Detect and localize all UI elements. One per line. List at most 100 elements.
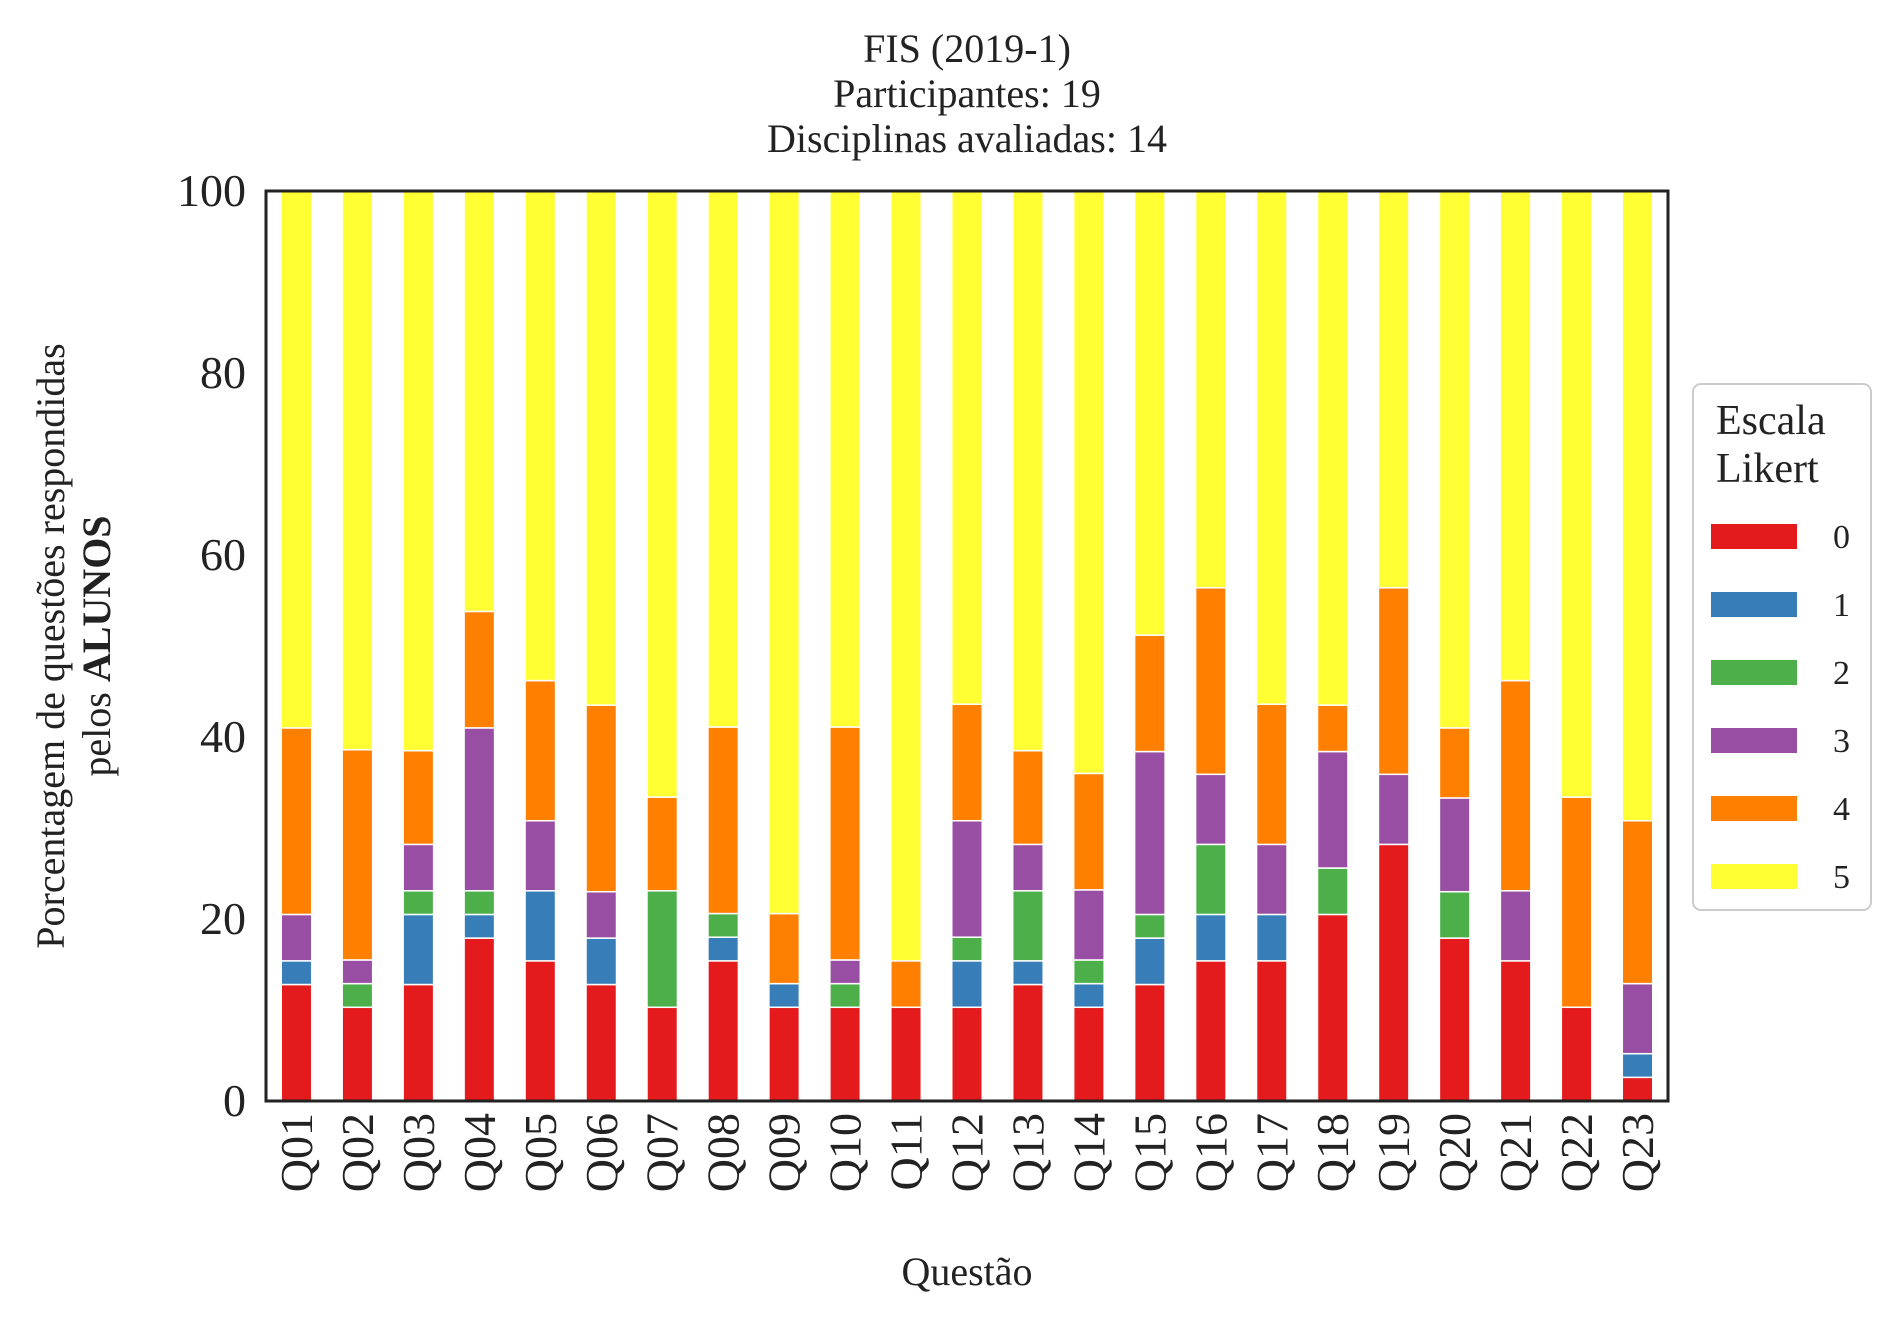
legend-label-2: 2 (1833, 655, 1850, 692)
legend-swatch-0 (1711, 524, 1797, 549)
bar-segment-Q12-scale-1 (951, 960, 983, 1009)
bar-segment-Q03-scale-5 (402, 190, 435, 752)
bar-segment-Q01-scale-3 (280, 913, 313, 962)
bar-segment-Q20-scale-5 (1438, 190, 1471, 729)
bar-segment-Q18-scale-5 (1316, 190, 1349, 706)
plot-frame (264, 189, 1670, 1103)
title-line: Participantes: 19 (833, 71, 1101, 116)
y-tick-label: 100 (177, 165, 246, 216)
y-axis-label-line2: pelos ALUNOS (74, 515, 119, 776)
bar-segment-Q05-scale-4 (524, 679, 557, 822)
x-tick-label: Q07 (637, 1113, 688, 1192)
x-tick-label: Q20 (1429, 1113, 1480, 1192)
y-axis-label-line1: Porcentagem de questões respondidas (28, 343, 73, 948)
bar-segment-Q08-scale-1 (707, 936, 740, 962)
bar-segment-Q21-scale-4 (1499, 679, 1532, 892)
bar-segment-Q16-scale-3 (1194, 773, 1227, 846)
x-tick-label: Q15 (1124, 1113, 1175, 1192)
legend-swatch-3 (1711, 728, 1797, 753)
bar-segment-Q20-scale-0 (1438, 937, 1471, 1102)
bar-segment-Q13-scale-1 (1011, 960, 1044, 986)
bar-segment-Q13-scale-4 (1011, 749, 1044, 846)
bars (280, 190, 1654, 1102)
bar-segment-Q12-scale-0 (951, 1006, 983, 1102)
x-tick-label: Q08 (698, 1113, 749, 1192)
bar-segment-Q14-scale-2 (1072, 959, 1105, 985)
bar-segment-Q05-scale-5 (524, 190, 557, 682)
bar-segment-Q10-scale-5 (829, 190, 862, 728)
bar-segment-Q17-scale-3 (1255, 843, 1288, 916)
bar-segment-Q07-scale-5 (646, 190, 679, 798)
bar-segment-Q10-scale-0 (829, 1006, 862, 1102)
bar-segment-Q16-scale-4 (1194, 587, 1227, 776)
bar-segment-Q21-scale-3 (1499, 890, 1532, 962)
bar-segment-Q21-scale-5 (1499, 190, 1532, 682)
bar-segment-Q18-scale-2 (1316, 867, 1349, 916)
x-tick-label: Q16 (1185, 1113, 1236, 1192)
legend-label-5: 5 (1833, 859, 1850, 896)
bar-segment-Q16-scale-1 (1194, 913, 1227, 962)
bar-segment-Q23-scale-3 (1621, 982, 1654, 1055)
bar-segment-Q15-scale-5 (1133, 190, 1166, 636)
x-tick-label: Q01 (271, 1113, 322, 1192)
bar-segment-Q04-scale-5 (463, 190, 496, 613)
bar-segment-Q07-scale-0 (646, 1006, 679, 1102)
x-tick-label: Q02 (332, 1113, 383, 1192)
bar-segment-Q19-scale-4 (1377, 587, 1410, 776)
bar-segment-Q13-scale-3 (1011, 843, 1044, 892)
legend-title-line: Likert (1716, 446, 1819, 492)
bar-segment-Q02-scale-2 (341, 982, 374, 1009)
bar-segment-Q08-scale-2 (707, 912, 740, 938)
y-tick-label: 0 (223, 1075, 246, 1126)
y-axis-label-bold: ALUNOS (74, 515, 119, 682)
x-tick-label: Q12 (942, 1113, 993, 1192)
bar-segment-Q03-scale-1 (402, 913, 435, 986)
bar-segment-Q02-scale-3 (341, 959, 374, 985)
bar-segment-Q10-scale-4 (829, 726, 862, 961)
bar-segment-Q02-scale-0 (341, 1006, 374, 1102)
bar-segment-Q01-scale-4 (280, 727, 313, 916)
bar-segment-Q11-scale-4 (890, 960, 923, 1009)
bar-segment-Q18-scale-3 (1316, 750, 1349, 869)
bar-segment-Q17-scale-5 (1255, 190, 1288, 705)
bar-segment-Q09-scale-4 (768, 912, 801, 985)
x-tick-label: Q19 (1368, 1113, 1419, 1192)
bar-segment-Q03-scale-0 (402, 983, 435, 1102)
bar-segment-Q15-scale-3 (1133, 750, 1166, 916)
bar-segment-Q04-scale-3 (463, 727, 496, 892)
bar-segment-Q13-scale-0 (1011, 983, 1044, 1102)
y-axis-label-prefix: pelos (74, 682, 119, 776)
legend-swatch-5 (1711, 864, 1797, 889)
bar-segment-Q06-scale-3 (585, 890, 618, 939)
bar-segment-Q12-scale-4 (951, 703, 983, 822)
bar-segment-Q15-scale-2 (1133, 913, 1166, 939)
bar-segment-Q20-scale-2 (1438, 890, 1471, 939)
bar-segment-Q19-scale-0 (1377, 843, 1410, 1102)
bar-segment-Q14-scale-0 (1072, 1006, 1105, 1102)
x-tick-label: Q14 (1063, 1113, 1114, 1192)
x-tick-label: Q10 (820, 1113, 871, 1192)
bar-segment-Q04-scale-2 (463, 890, 496, 916)
y-axis-ticks: 0 20 40 60 80 100 (177, 165, 246, 1126)
bar-segment-Q04-scale-4 (463, 610, 496, 729)
bar-segment-Q16-scale-2 (1194, 843, 1227, 916)
title-line: Disciplinas avaliadas: 14 (767, 116, 1167, 161)
legend-box (1692, 383, 1872, 911)
bar-segment-Q16-scale-0 (1194, 960, 1227, 1102)
x-tick-label: Q13 (1002, 1113, 1053, 1192)
legend-swatch-1 (1711, 592, 1797, 617)
x-axis-label: Questão (901, 1249, 1032, 1294)
bar-segment-Q09-scale-5 (768, 190, 801, 915)
y-tick-label: 40 (200, 711, 246, 762)
legend-swatch-4 (1711, 796, 1797, 821)
bar-segment-Q08-scale-0 (707, 960, 740, 1102)
bar-segment-Q19-scale-3 (1377, 773, 1410, 846)
legend-label-4: 4 (1833, 791, 1850, 828)
bar-segment-Q14-scale-3 (1072, 889, 1105, 961)
bar-segment-Q18-scale-4 (1316, 704, 1349, 753)
bar-segment-Q23-scale-4 (1621, 819, 1654, 985)
bar-segment-Q22-scale-0 (1560, 1006, 1593, 1102)
bar-segment-Q22-scale-4 (1560, 796, 1593, 1009)
